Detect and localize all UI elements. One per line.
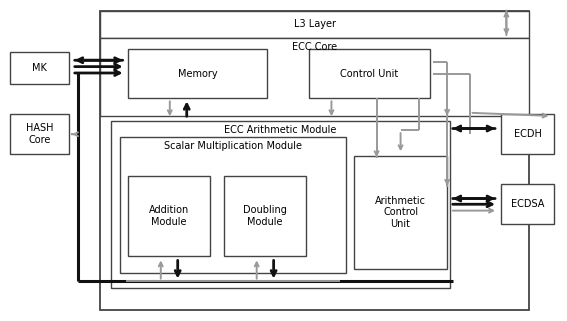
FancyBboxPatch shape bbox=[120, 137, 345, 273]
FancyBboxPatch shape bbox=[100, 11, 529, 38]
FancyBboxPatch shape bbox=[100, 38, 529, 116]
Text: ECC Core: ECC Core bbox=[292, 42, 337, 52]
FancyBboxPatch shape bbox=[128, 49, 266, 99]
FancyBboxPatch shape bbox=[225, 177, 306, 256]
FancyBboxPatch shape bbox=[100, 11, 529, 310]
FancyBboxPatch shape bbox=[354, 156, 447, 269]
FancyBboxPatch shape bbox=[501, 114, 555, 154]
FancyBboxPatch shape bbox=[128, 177, 210, 256]
FancyBboxPatch shape bbox=[501, 184, 555, 224]
Text: MK: MK bbox=[32, 63, 47, 73]
Text: HASH
Core: HASH Core bbox=[26, 124, 53, 145]
Text: ECDH: ECDH bbox=[514, 129, 541, 139]
FancyBboxPatch shape bbox=[111, 121, 450, 288]
Text: ECDSA: ECDSA bbox=[511, 199, 544, 209]
Text: Memory: Memory bbox=[177, 69, 217, 79]
FancyBboxPatch shape bbox=[309, 49, 430, 99]
FancyBboxPatch shape bbox=[10, 52, 69, 84]
Text: L3 Layer: L3 Layer bbox=[294, 20, 336, 30]
Text: ECC Arithmetic Module: ECC Arithmetic Module bbox=[225, 125, 337, 135]
Text: Addition
Module: Addition Module bbox=[149, 205, 189, 227]
Text: Doubling
Module: Doubling Module bbox=[243, 205, 287, 227]
Text: Control Unit: Control Unit bbox=[340, 69, 399, 79]
FancyBboxPatch shape bbox=[10, 114, 69, 154]
Text: Arithmetic
Control
Unit: Arithmetic Control Unit bbox=[375, 195, 426, 229]
Text: Scalar Multiplication Module: Scalar Multiplication Module bbox=[164, 141, 302, 151]
